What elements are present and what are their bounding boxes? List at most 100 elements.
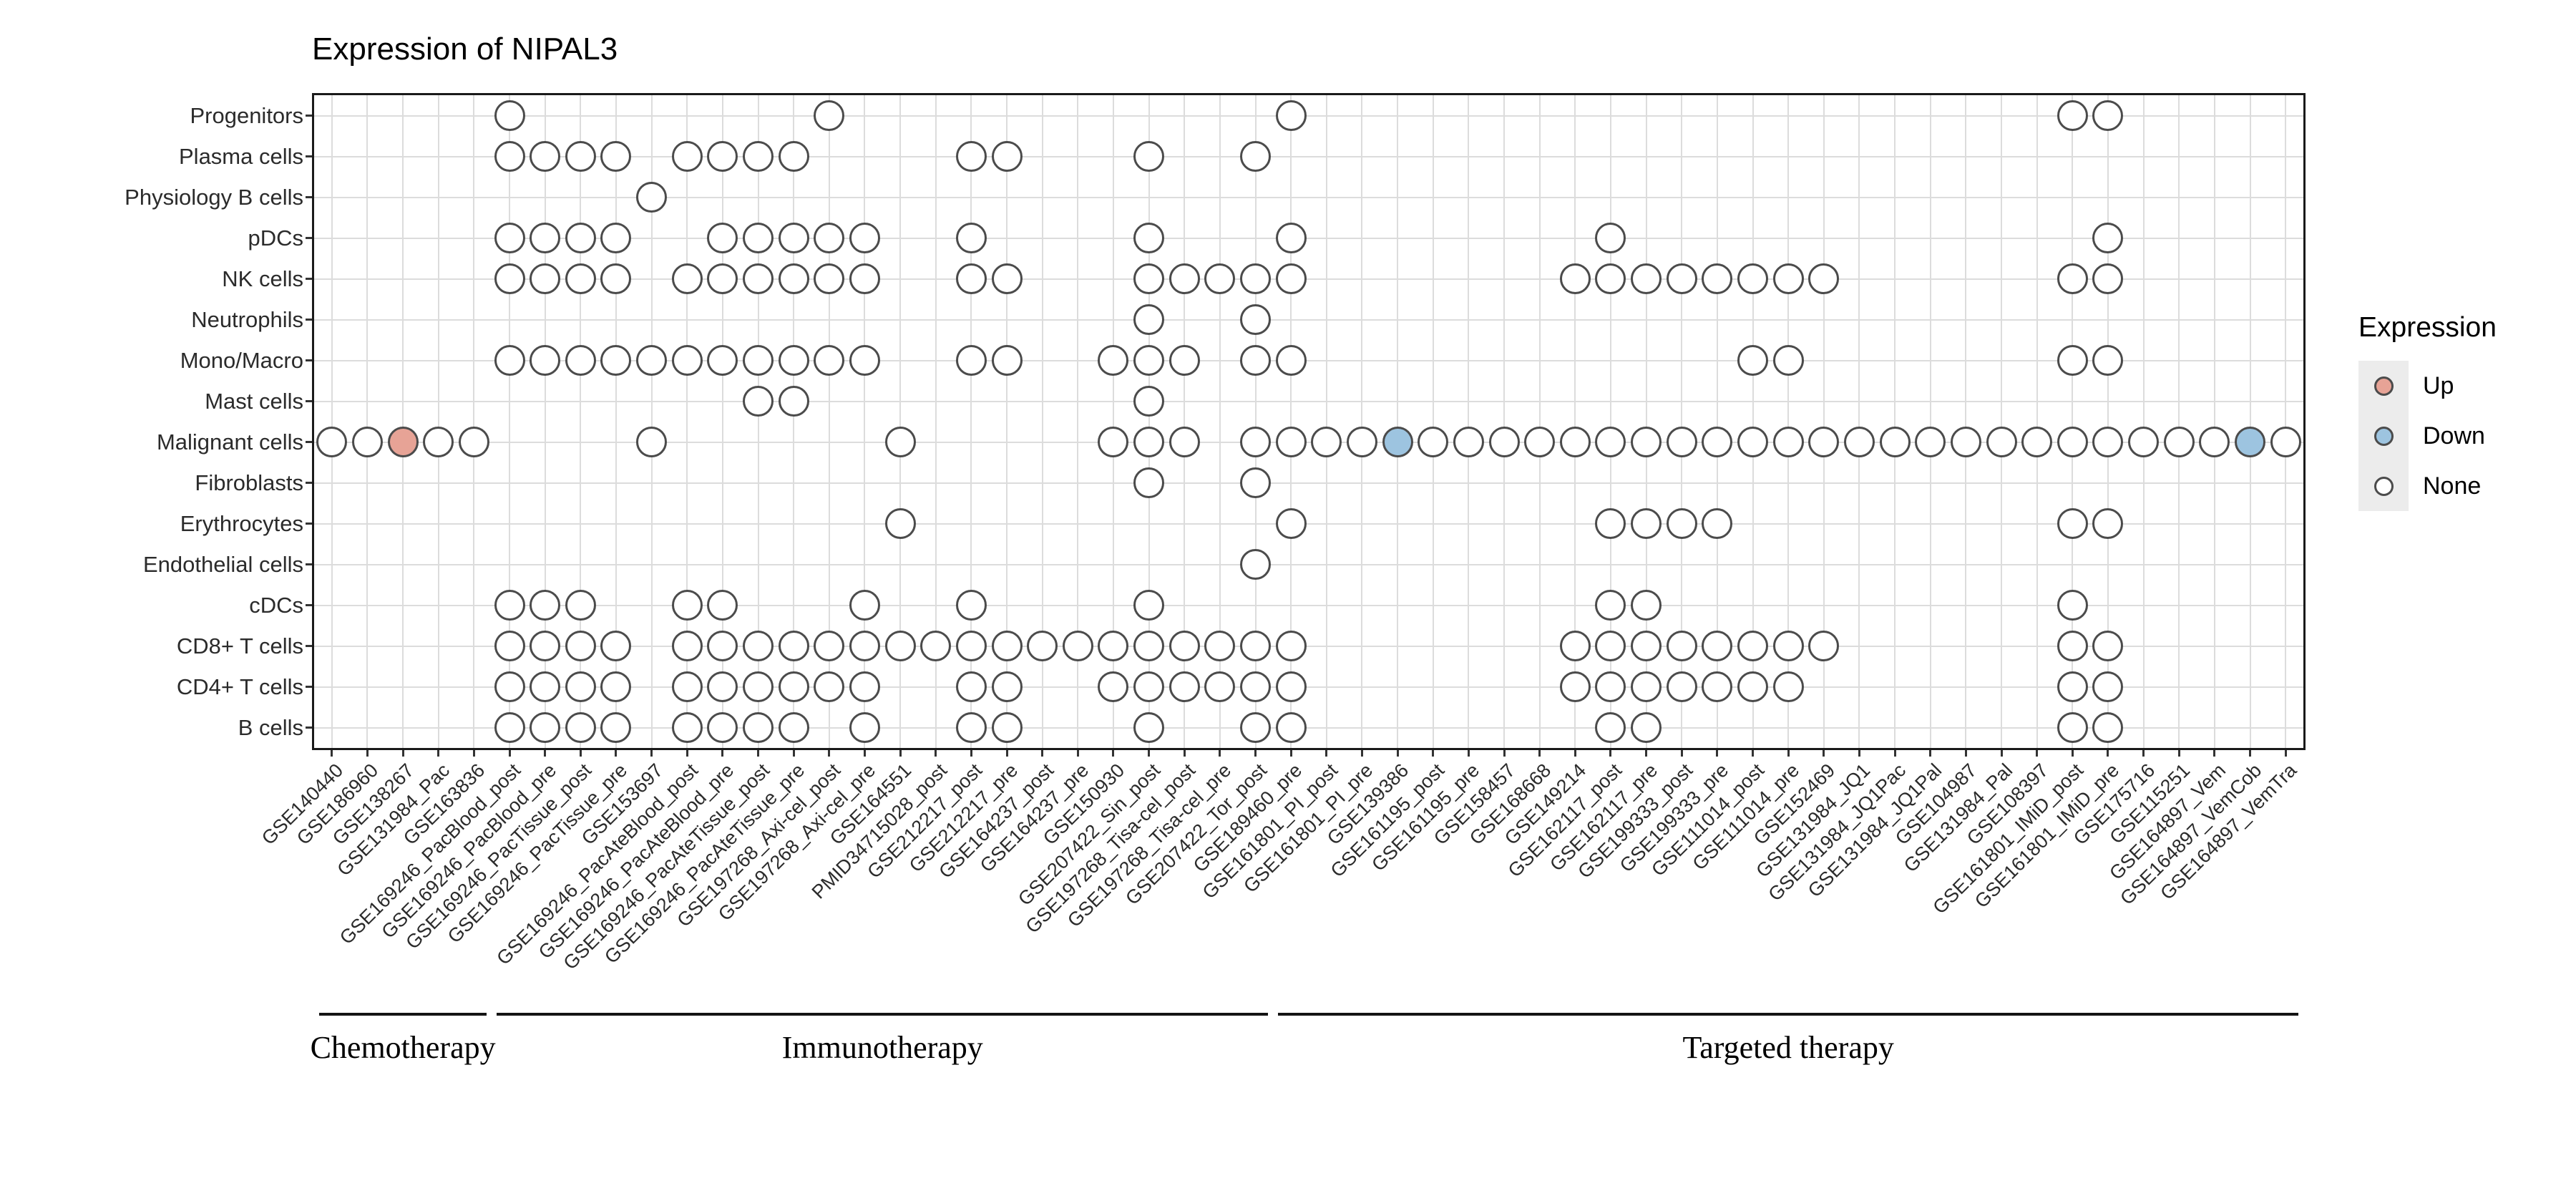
- expression-dot: [1098, 631, 1129, 661]
- expression-dot: [1382, 427, 1413, 457]
- expression-dot: [1133, 304, 1165, 335]
- expression-dot: [494, 590, 525, 621]
- expression-dot: [636, 427, 668, 457]
- expression-dot: [1133, 141, 1165, 172]
- expression-dot: [1559, 631, 1591, 661]
- expression-dot: [743, 386, 774, 417]
- expression-dot: [2092, 345, 2124, 376]
- gridline-v: [2107, 95, 2109, 748]
- expression-dot: [849, 590, 880, 621]
- expression-dot: [565, 345, 596, 376]
- y-tick: [306, 726, 312, 729]
- expression-dot: [991, 263, 1023, 294]
- y-tick: [306, 278, 312, 280]
- gridline-v: [650, 95, 653, 748]
- y-tick: [306, 645, 312, 647]
- y-tick: [306, 482, 312, 484]
- expression-dot: [955, 712, 987, 743]
- expression-dot: [1559, 263, 1591, 294]
- x-tick: [544, 750, 547, 757]
- gridline-v: [1077, 95, 1079, 748]
- expression-dot: [671, 263, 703, 294]
- expression-dot: [671, 590, 703, 621]
- y-tick: [306, 115, 312, 117]
- gridline-h: [314, 196, 2303, 198]
- gridline-v: [1006, 95, 1008, 748]
- expression-dot: [2057, 631, 2088, 661]
- gridline-v: [1609, 95, 1611, 748]
- expression-dot: [1702, 263, 1733, 294]
- y-axis-label: pDCs: [248, 225, 303, 251]
- expression-dot: [1169, 345, 1200, 376]
- expression-dot: [565, 671, 596, 702]
- x-tick: [828, 750, 831, 757]
- expression-dot: [530, 590, 561, 621]
- expression-dot: [1737, 263, 1769, 294]
- gridline-v: [615, 95, 617, 748]
- expression-dot: [671, 141, 703, 172]
- expression-dot: [494, 671, 525, 702]
- y-axis-label: CD8+ T cells: [176, 633, 303, 658]
- expression-dot: [2057, 671, 2088, 702]
- expression-dot: [1275, 631, 1307, 661]
- gridline-h: [314, 359, 2303, 361]
- y-axis-label: NK cells: [222, 266, 303, 291]
- expression-dot: [1772, 345, 1804, 376]
- expression-dot: [1133, 345, 1165, 376]
- gridline-h: [314, 604, 2303, 606]
- expression-dot: [991, 345, 1023, 376]
- gridline-v: [437, 95, 439, 748]
- expression-dot: [778, 712, 809, 743]
- expression-dot: [1879, 427, 1911, 457]
- expression-dot: [1169, 631, 1200, 661]
- expression-dot: [1631, 263, 1662, 294]
- expression-dot: [600, 141, 632, 172]
- legend: Expression Up Down None: [2358, 312, 2497, 511]
- expression-dot: [494, 712, 525, 743]
- x-tick: [1254, 750, 1257, 757]
- expression-dot: [849, 263, 880, 294]
- y-tick: [306, 155, 312, 157]
- expression-dot: [1737, 345, 1769, 376]
- expression-dot: [1737, 631, 1769, 661]
- legend-up-dot-icon: [2373, 376, 2394, 396]
- expression-dot: [351, 427, 383, 457]
- gridline-v: [1112, 95, 1114, 748]
- x-tick: [757, 750, 760, 757]
- gridline-h: [314, 237, 2303, 239]
- expression-dot: [955, 671, 987, 702]
- gridline-h: [314, 686, 2303, 688]
- y-tick: [306, 563, 312, 565]
- gridline-v: [2178, 95, 2180, 748]
- gridline-h: [314, 400, 2303, 402]
- expression-dot: [1204, 631, 1236, 661]
- expression-dot: [778, 141, 809, 172]
- gridline-h: [314, 319, 2303, 321]
- gridline-v: [1432, 95, 1434, 748]
- x-tick: [579, 750, 582, 757]
- expression-dot: [955, 345, 987, 376]
- x-tick: [970, 750, 972, 757]
- x-tick: [1645, 750, 1648, 757]
- x-tick: [2071, 750, 2074, 757]
- expression-dot: [1133, 386, 1165, 417]
- expression-dot: [1595, 223, 1626, 253]
- expression-dot: [494, 263, 525, 294]
- expression-dot: [1240, 263, 1272, 294]
- chart-title: Expression of NIPAL3: [312, 31, 618, 67]
- x-tick: [1503, 750, 1506, 757]
- gridline-v: [1574, 95, 1576, 748]
- gridline-v: [864, 95, 866, 748]
- gridline-h: [314, 155, 2303, 157]
- expression-dot: [884, 508, 916, 539]
- expression-dot: [1666, 671, 1697, 702]
- expression-dot: [1772, 263, 1804, 294]
- expression-dot: [1098, 427, 1129, 457]
- expression-dot: [849, 345, 880, 376]
- expression-dot: [2057, 508, 2088, 539]
- expression-dot: [1240, 712, 1272, 743]
- expression-dot: [743, 141, 774, 172]
- gridline-v: [580, 95, 582, 748]
- expression-dot: [1915, 427, 1946, 457]
- gridline-v: [1894, 95, 1896, 748]
